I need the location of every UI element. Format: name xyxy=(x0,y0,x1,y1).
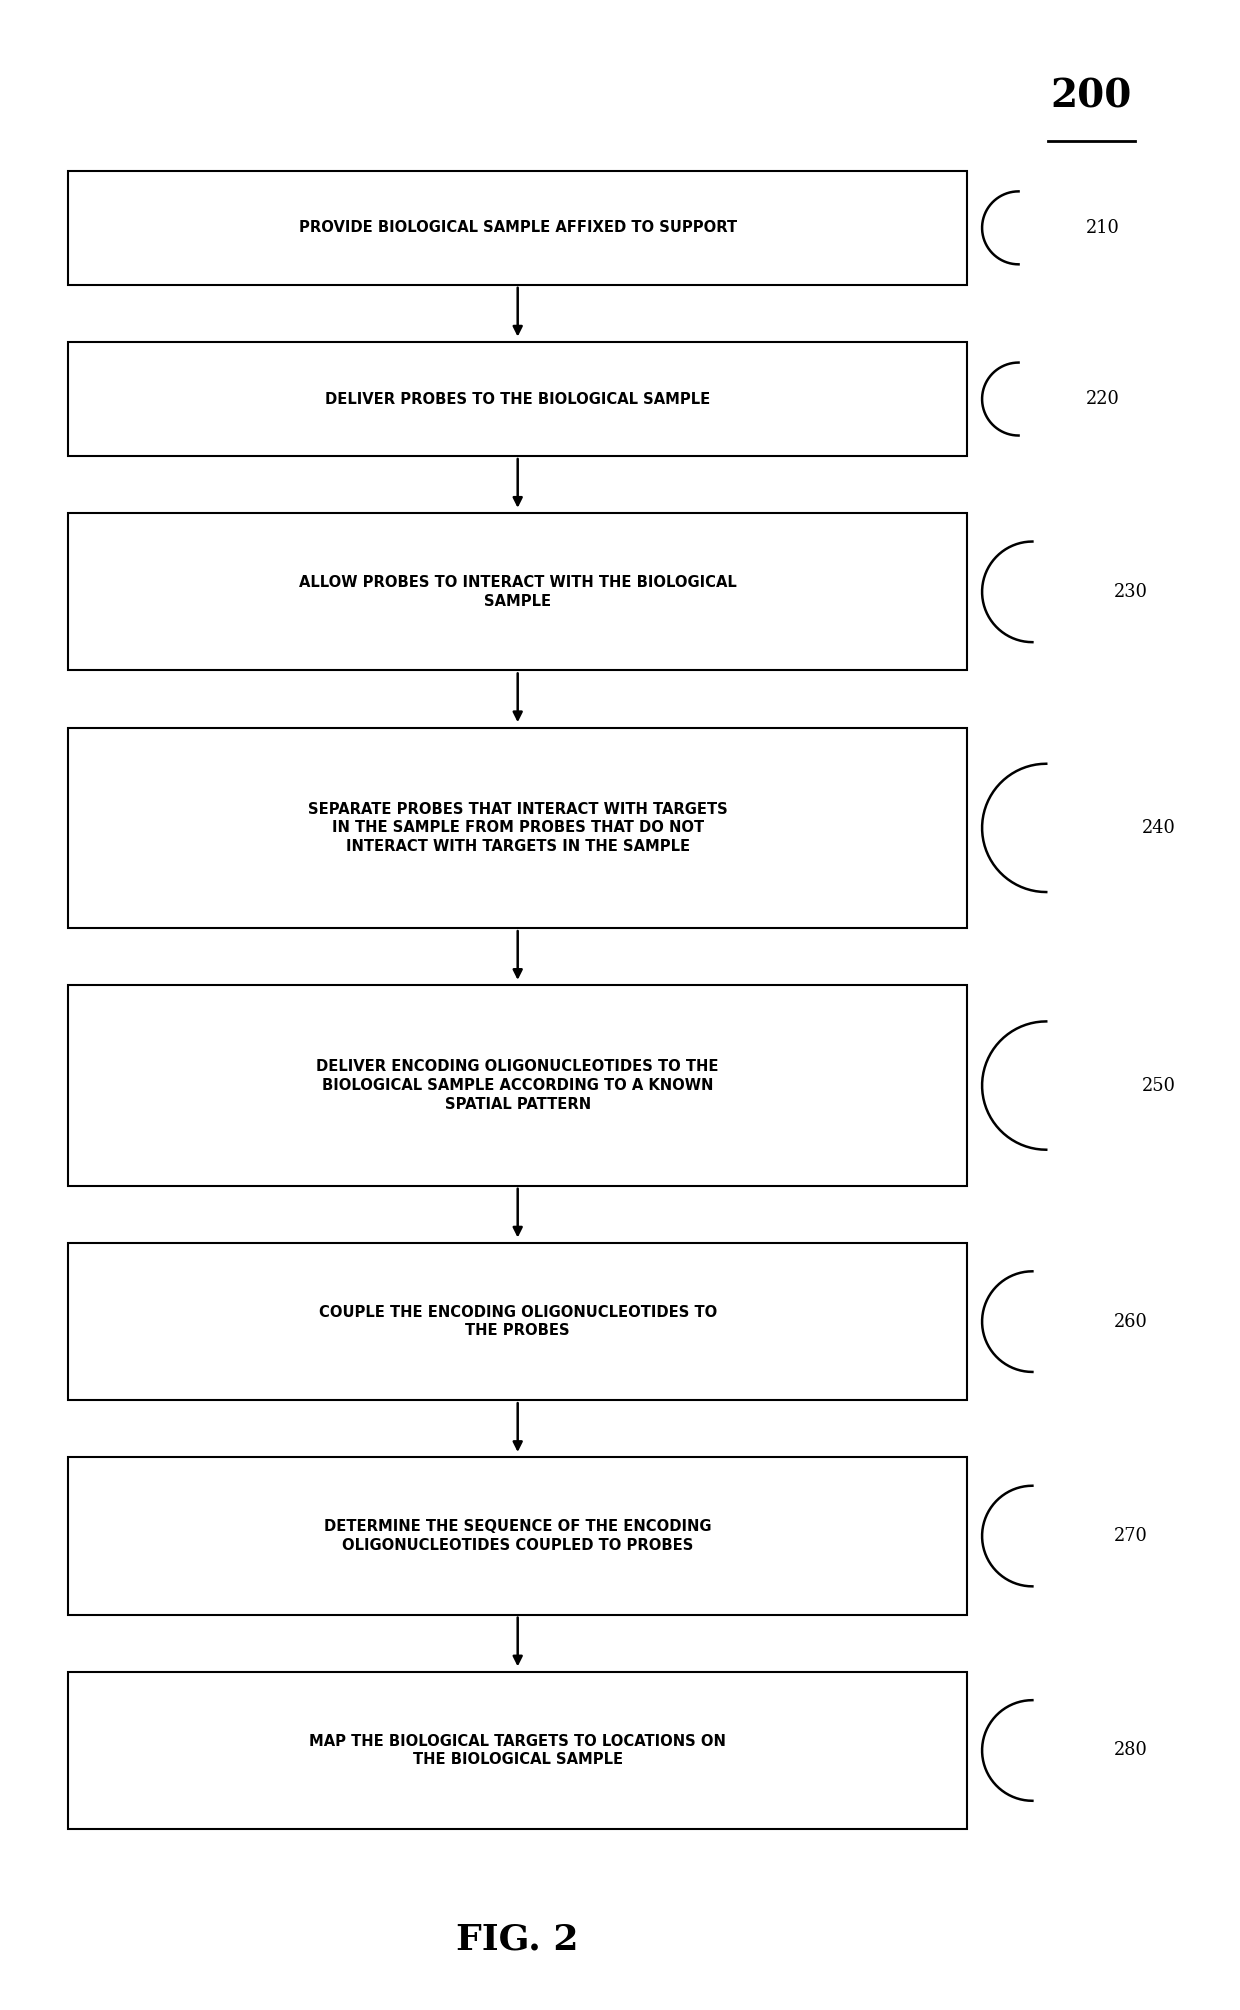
FancyBboxPatch shape xyxy=(68,171,967,285)
Text: 210: 210 xyxy=(1086,219,1120,237)
Text: DELIVER ENCODING OLIGONUCLEOTIDES TO THE
BIOLOGICAL SAMPLE ACCORDING TO A KNOWN
: DELIVER ENCODING OLIGONUCLEOTIDES TO THE… xyxy=(316,1059,719,1112)
FancyBboxPatch shape xyxy=(68,1672,967,1829)
FancyBboxPatch shape xyxy=(68,985,967,1186)
Text: DETERMINE THE SEQUENCE OF THE ENCODING
OLIGONUCLEOTIDES COUPLED TO PROBES: DETERMINE THE SEQUENCE OF THE ENCODING O… xyxy=(324,1520,712,1554)
Text: 220: 220 xyxy=(1086,390,1120,408)
Text: 250: 250 xyxy=(1141,1077,1176,1095)
Text: 260: 260 xyxy=(1114,1313,1147,1331)
Text: 230: 230 xyxy=(1114,583,1147,601)
FancyBboxPatch shape xyxy=(68,342,967,456)
FancyBboxPatch shape xyxy=(68,728,967,929)
Text: MAP THE BIOLOGICAL TARGETS TO LOCATIONS ON
THE BIOLOGICAL SAMPLE: MAP THE BIOLOGICAL TARGETS TO LOCATIONS … xyxy=(309,1735,727,1767)
FancyBboxPatch shape xyxy=(68,513,967,671)
Text: ALLOW PROBES TO INTERACT WITH THE BIOLOGICAL
SAMPLE: ALLOW PROBES TO INTERACT WITH THE BIOLOG… xyxy=(299,575,737,609)
Text: 280: 280 xyxy=(1114,1741,1147,1759)
FancyBboxPatch shape xyxy=(68,1242,967,1401)
FancyBboxPatch shape xyxy=(68,1457,967,1614)
Text: DELIVER PROBES TO THE BIOLOGICAL SAMPLE: DELIVER PROBES TO THE BIOLOGICAL SAMPLE xyxy=(325,392,711,406)
Text: 240: 240 xyxy=(1141,818,1176,836)
Text: COUPLE THE ENCODING OLIGONUCLEOTIDES TO
THE PROBES: COUPLE THE ENCODING OLIGONUCLEOTIDES TO … xyxy=(319,1304,717,1339)
Text: PROVIDE BIOLOGICAL SAMPLE AFFIXED TO SUPPORT: PROVIDE BIOLOGICAL SAMPLE AFFIXED TO SUP… xyxy=(299,221,737,235)
Text: SEPARATE PROBES THAT INTERACT WITH TARGETS
IN THE SAMPLE FROM PROBES THAT DO NOT: SEPARATE PROBES THAT INTERACT WITH TARGE… xyxy=(308,802,728,854)
Text: 270: 270 xyxy=(1114,1528,1147,1546)
Text: 200: 200 xyxy=(1050,78,1132,115)
Text: FIG. 2: FIG. 2 xyxy=(456,1924,579,1956)
